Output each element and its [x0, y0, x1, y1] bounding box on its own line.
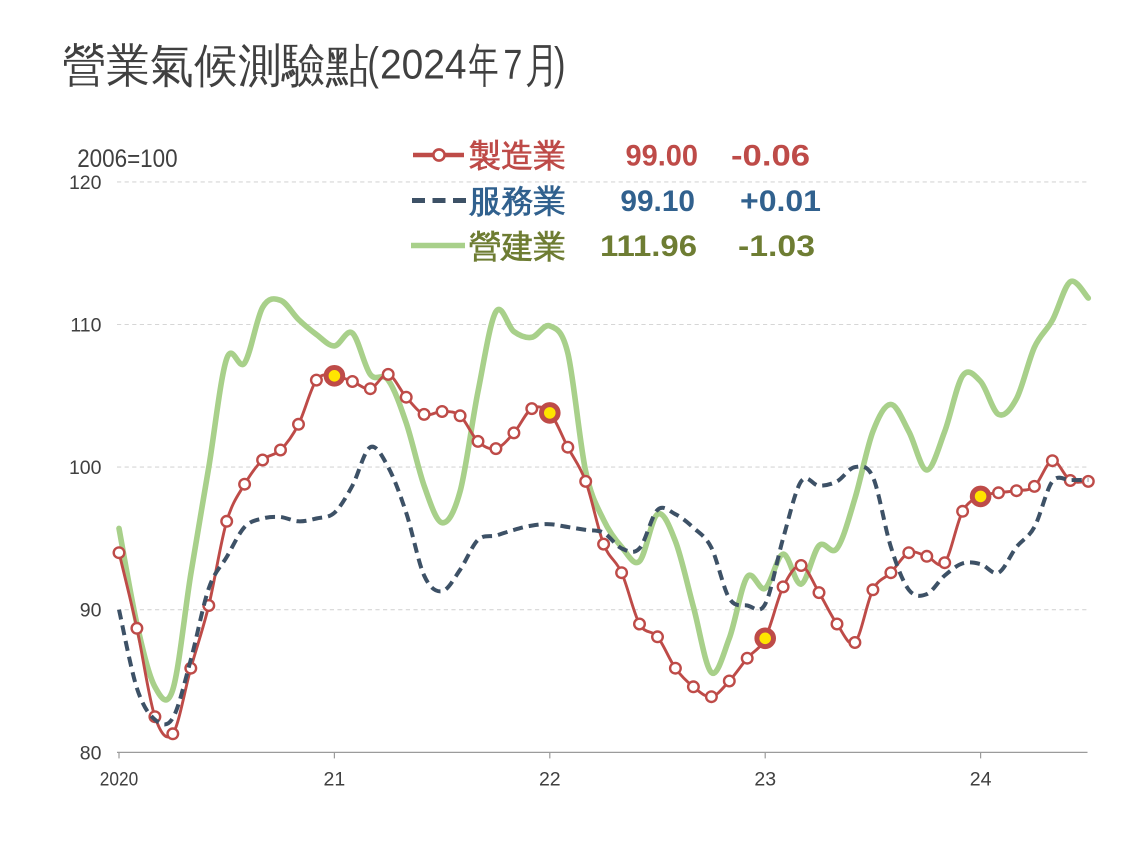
svg-text:-1.03: -1.03 [738, 230, 815, 263]
svg-text:111.96: 111.96 [600, 230, 697, 263]
svg-text:21: 21 [324, 769, 346, 791]
svg-text:2024: 2024 [380, 42, 467, 88]
svg-text:2020: 2020 [100, 769, 139, 791]
svg-text:23: 23 [754, 769, 776, 791]
svg-text:-0.06: -0.06 [731, 140, 810, 173]
svg-text:7: 7 [503, 42, 522, 88]
svg-text:110: 110 [70, 315, 101, 337]
svg-text:99.10: 99.10 [620, 185, 695, 218]
svg-text:2006=100: 2006=100 [77, 145, 177, 173]
svg-text:+0.01: +0.01 [740, 185, 821, 218]
svg-text:99.00: 99.00 [626, 140, 699, 173]
svg-text:100: 100 [69, 457, 102, 479]
svg-text:90: 90 [80, 600, 102, 622]
svg-text:(: ( [367, 38, 379, 89]
svg-text:22: 22 [539, 769, 561, 791]
svg-text:): ) [554, 38, 566, 89]
svg-text:24: 24 [970, 769, 992, 791]
svg-text:80: 80 [80, 742, 102, 764]
svg-text:120: 120 [69, 172, 102, 194]
